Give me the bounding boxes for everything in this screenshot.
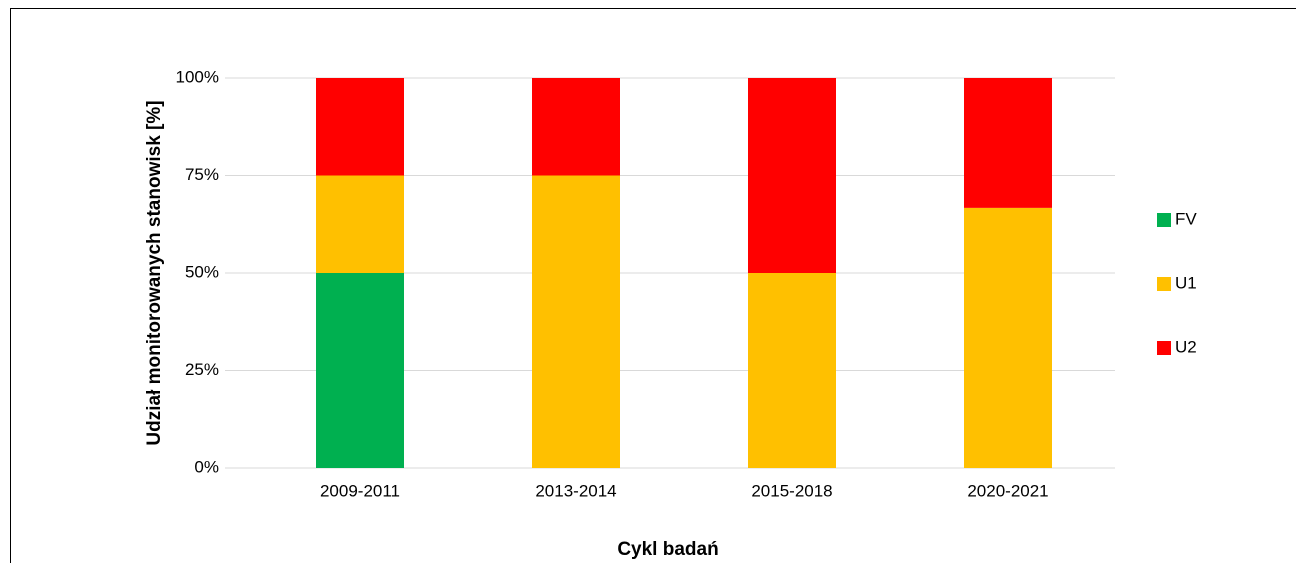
bar-segment <box>532 78 620 176</box>
x-axis-title: Cykl badań <box>617 539 718 560</box>
legend-label: FV <box>1175 209 1197 228</box>
y-tick-label: 25% <box>185 360 219 379</box>
y-tick-label: 100% <box>176 67 219 86</box>
y-axis-title: Udział monitorowanych stanowisk [%] <box>144 100 165 445</box>
bar-segment <box>316 78 404 176</box>
legend-swatch <box>1157 277 1171 291</box>
bar-segment <box>532 176 620 469</box>
y-tick-label: 75% <box>185 165 219 184</box>
legend-swatch <box>1157 213 1171 227</box>
legend-swatch <box>1157 341 1171 355</box>
y-tick-label: 50% <box>185 262 219 281</box>
chart-frame <box>11 9 1296 564</box>
bar-segment <box>964 78 1052 208</box>
bar-segment <box>964 208 1052 468</box>
bar-segment <box>748 78 836 273</box>
x-tick-label: 2013-2014 <box>535 481 616 500</box>
bar-segment <box>316 273 404 468</box>
bar-segment <box>748 273 836 468</box>
bar-segment <box>316 176 404 274</box>
legend-label: U2 <box>1175 337 1197 356</box>
y-tick-label: 0% <box>194 457 219 476</box>
x-tick-label: 2015-2018 <box>751 481 832 500</box>
x-tick-label: 2009-2011 <box>320 481 400 500</box>
x-tick-label: 2020-2021 <box>967 481 1048 500</box>
legend-label: U1 <box>1175 273 1197 292</box>
